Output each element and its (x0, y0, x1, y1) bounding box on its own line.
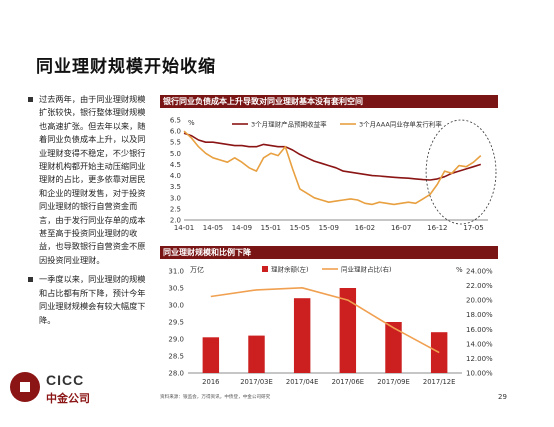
y-unit-label: 万亿 (190, 265, 204, 274)
source-note: 资料来源：银监会，万得资讯，中债登，中金公司研究 (160, 395, 271, 400)
slide-title: 同业理财规模开始收缩 (36, 57, 216, 77)
chart1-svg: 6.5 6.0 5.5 5.0 4.5 4.0 3.5 3.0 2.5 2.014-01 14-05… (170, 117, 497, 232)
x-tick-label: 2016 (202, 378, 219, 386)
y-tick-label: 2.0 (170, 217, 181, 225)
page-number: 29 (498, 393, 507, 401)
y-tick-label: 29.0 (168, 336, 184, 344)
y2-tick-label: 14.00% (466, 340, 493, 348)
y-tick-label: 30.5 (168, 285, 184, 293)
legend-swatch (262, 266, 268, 272)
highlight-ellipse (425, 119, 497, 225)
bullet-text: 过去两年，由于同业理财规模扩张较快，银行整体理财规模也高速扩张。但去年以来，随着… (39, 94, 146, 265)
logo-text-en: CICC (46, 372, 85, 388)
x-tick-label: 16-07 (391, 224, 411, 232)
x-tick-label: 16-12 (427, 224, 447, 232)
x-tick-label: 15-01 (261, 224, 281, 232)
y2-tick-label: 24.00% (466, 268, 493, 276)
bar (248, 335, 265, 373)
y-tick-label: 28.0 (168, 370, 184, 378)
x-tick-label: 16-02 (355, 224, 375, 232)
y-tick-label: 3.0 (170, 194, 181, 202)
y-tick-label: 2.5 (170, 205, 181, 213)
y2-tick-label: 10.00% (466, 370, 493, 378)
y-unit-label: % (188, 119, 195, 127)
legend-label: 理财余额(左) (271, 265, 309, 274)
bar (202, 337, 220, 373)
y-tick-label: 6.0 (170, 128, 181, 136)
x-tick-label: 17-05 (463, 224, 483, 232)
legend-label: 同业理财占比(右) (341, 265, 392, 274)
y2-tick-label: 18.00% (466, 311, 493, 319)
ratio-line (210, 286, 440, 354)
bullet-text: 一季度以来，同业理财的规模和占比都有所下降，预计今年同业理财规模会有较大幅度下降… (39, 274, 146, 325)
x-tick-label: 15-09 (319, 224, 339, 232)
y2-tick-label: 12.00% (466, 355, 493, 363)
y2-tick-label: 16.00% (466, 326, 493, 334)
bar (385, 322, 402, 373)
y2-unit-label: % (456, 266, 463, 274)
bullet-item: 过去两年，由于同业理财规模扩张较快，银行整体理财规模也高速扩张。但去年以来，随着… (28, 93, 152, 267)
chart1-title: 银行同业负债成本上升导致对同业理财基本没有套利空间 (160, 95, 498, 108)
y-tick-label: 5.0 (170, 150, 181, 158)
y-tick-label: 28.5 (168, 353, 184, 361)
x-tick-label: 2017/06E (332, 378, 365, 386)
chart2: 31.0 30.5 30.0 29.5 29.0 28.5 28.0 24.00% 22.00%… (160, 261, 498, 389)
legend-label: 3个月理财产品预期收益率 (251, 120, 327, 129)
x-tick-label: 2017/09E (377, 378, 410, 386)
y-tick-label: 30.0 (168, 302, 184, 310)
y-tick-label: 31.0 (168, 268, 184, 276)
y-tick-label: 6.5 (170, 117, 181, 125)
x-tick-label: 2017/12E (423, 378, 456, 386)
x-tick-label: 2017/04E (286, 378, 319, 386)
bar (339, 288, 357, 373)
coin-logo-icon (10, 372, 40, 402)
logo-text-cn: 中金公司 (46, 392, 90, 405)
y-tick-label: 3.5 (170, 183, 181, 191)
y2-tick-label: 22.00% (466, 282, 493, 290)
y2-tick-label: 20.00% (466, 297, 493, 305)
y-tick-label: 29.5 (168, 319, 184, 327)
bullet-item: 一季度以来，同业理财的规模和占比都有所下降，预计今年同业理财规模会有较大幅度下降… (28, 273, 152, 327)
cicc-logo: CICC 中金公司 (10, 370, 100, 418)
x-tick-label: 15-05 (290, 224, 310, 232)
bar (293, 298, 311, 373)
chart2-title: 同业理财规模和比例下降 (160, 246, 498, 259)
bullet-marker (28, 277, 33, 283)
y-tick-label: 4.0 (170, 172, 181, 180)
y-tick-label: 4.5 (170, 161, 181, 169)
x-tick-label: 14-01 (174, 224, 194, 232)
chart1: 6.5 6.0 5.5 5.0 4.5 4.0 3.5 3.0 2.5 2.0 14-01 14-05… (160, 110, 498, 238)
x-tick-label: 14-09 (232, 224, 252, 232)
x-tick-label: 2017/03E (240, 378, 273, 386)
series-line (183, 130, 482, 206)
bullet-list: 过去两年，由于同业理财规模扩张较快，银行整体理财规模也高速扩张。但去年以来，随着… (28, 93, 152, 333)
chart2-svg: 31.0 30.5 30.0 29.5 29.0 28.5 28.0 24.00% 22.00%… (168, 265, 493, 387)
bullet-marker (28, 97, 33, 102)
legend-label: 3个月AAA同业存单发行利率 (359, 120, 442, 129)
series-line (183, 132, 482, 181)
x-tick-label: 14-05 (203, 224, 223, 232)
y-tick-label: 5.5 (170, 139, 181, 147)
